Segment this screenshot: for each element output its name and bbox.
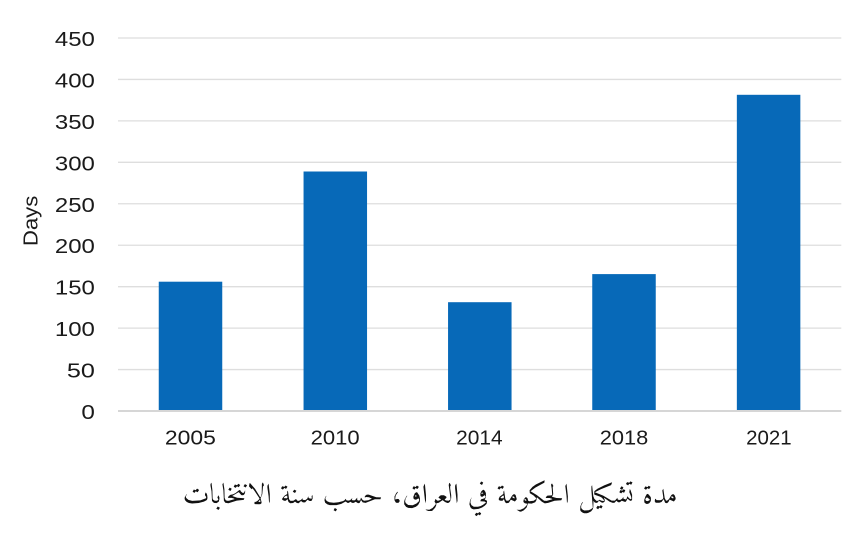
- svg-text:2014: 2014: [456, 428, 503, 450]
- svg-text:200: 200: [55, 235, 95, 258]
- svg-text:Days: Days: [19, 196, 42, 247]
- svg-text:400: 400: [55, 69, 95, 92]
- svg-text:0: 0: [81, 401, 95, 424]
- svg-text:300: 300: [55, 152, 95, 175]
- svg-text:2005: 2005: [165, 428, 216, 450]
- svg-text:250: 250: [55, 194, 95, 217]
- svg-text:350: 350: [55, 111, 95, 134]
- svg-text:150: 150: [55, 277, 95, 300]
- svg-text:450: 450: [55, 28, 95, 51]
- svg-text:100: 100: [55, 318, 95, 341]
- svg-text:2010: 2010: [311, 428, 360, 450]
- svg-text:2018: 2018: [600, 428, 649, 450]
- svg-text:50: 50: [67, 360, 95, 383]
- svg-text:2021: 2021: [746, 428, 792, 450]
